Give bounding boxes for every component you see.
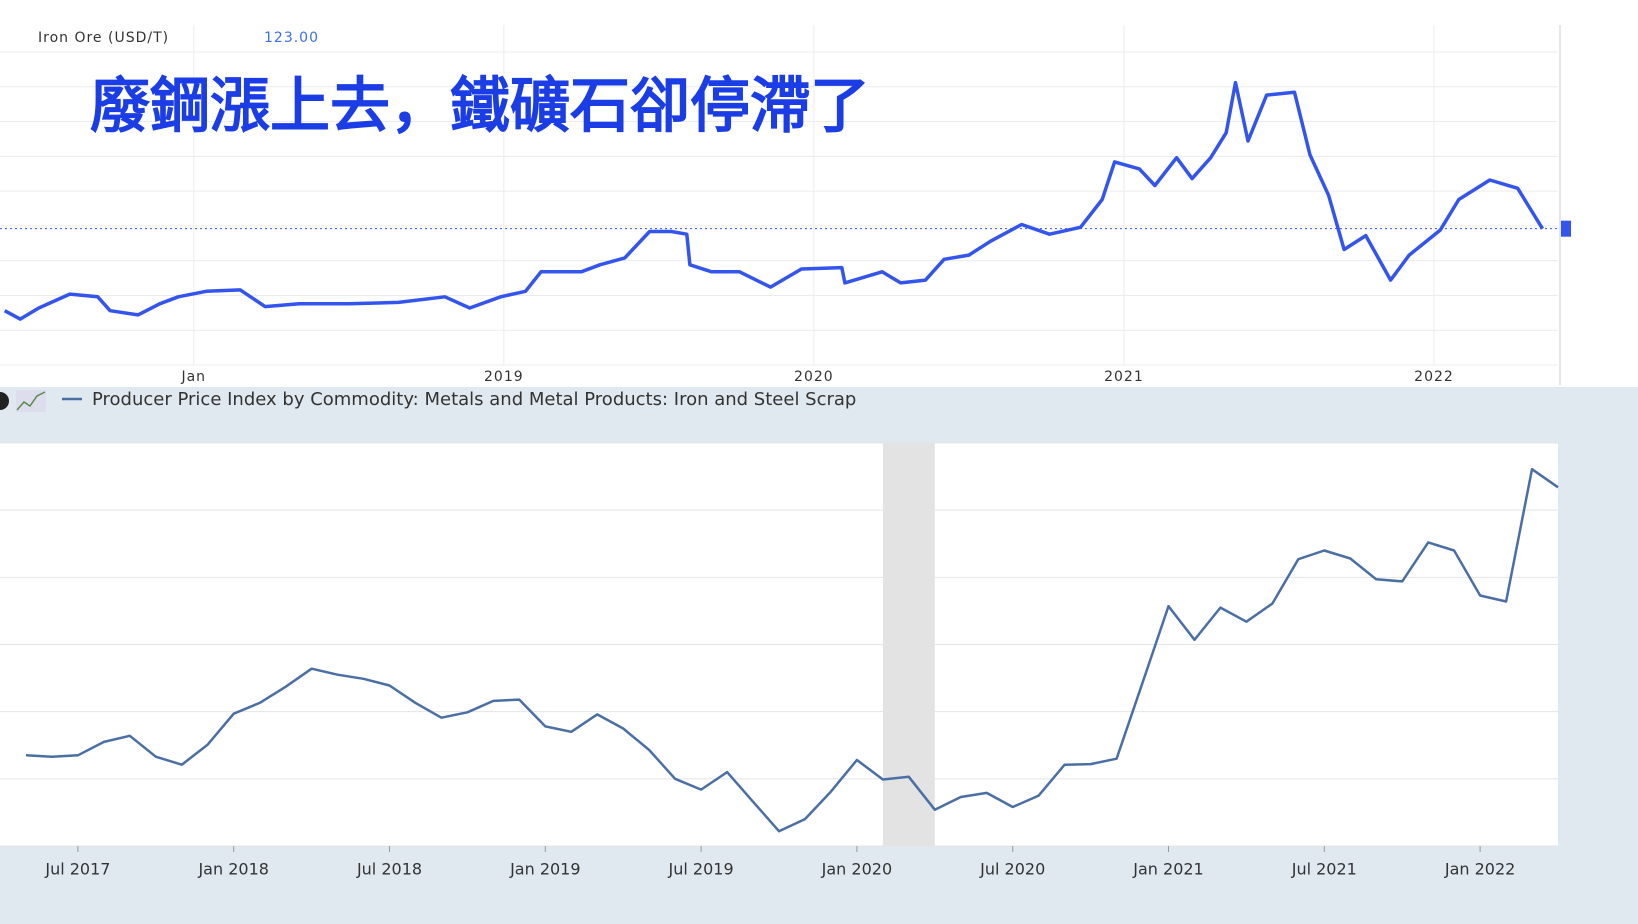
x-tick-label: 2020 (794, 369, 834, 385)
annotation: 廢鋼漲上去，鐵礦石卻停滯了 (90, 72, 870, 142)
x-tick-label: Jul 2018 (356, 860, 422, 879)
x-tick-label: Jan 2018 (197, 860, 268, 879)
data-line (25, 467, 1559, 833)
chart-title: Iron Ore (USD/T) (38, 30, 169, 46)
legend-label: Producer Price Index by Commodity: Metal… (92, 389, 856, 410)
scrap-chart: Jul 2017 Jan 2018 Jul 2018 Jan 2019 Jul 2019… (0, 442, 1559, 879)
x-tick-label: Jul 2019 (668, 860, 734, 879)
x-tick-label: Jul 2020 (979, 860, 1045, 879)
iron-ore-chart: Jan 2019 2020 2021 2022 (0, 25, 1571, 385)
data-line (3, 80, 1544, 321)
x-tick-label: 2021 (1104, 369, 1144, 385)
x-tick-label: Jul 2021 (1291, 860, 1357, 879)
current-price: 123.00 (264, 30, 319, 46)
chart-icon-line (16, 391, 46, 411)
icon (0, 392, 9, 410)
x-tick-label: Jan 2021 (1132, 860, 1203, 879)
x-tick-label: Jan (180, 369, 206, 385)
x-tick-label: Jan 2019 (509, 860, 580, 879)
x-tick-label: Jul 2017 (44, 860, 110, 879)
x-tick-label: 2022 (1414, 369, 1454, 385)
x-tick-label: Jan 2022 (1444, 860, 1515, 879)
x-tick-label: 2019 (484, 369, 524, 385)
x-tick-label: Jan 2020 (821, 860, 892, 879)
current-price-marker (1561, 220, 1571, 237)
